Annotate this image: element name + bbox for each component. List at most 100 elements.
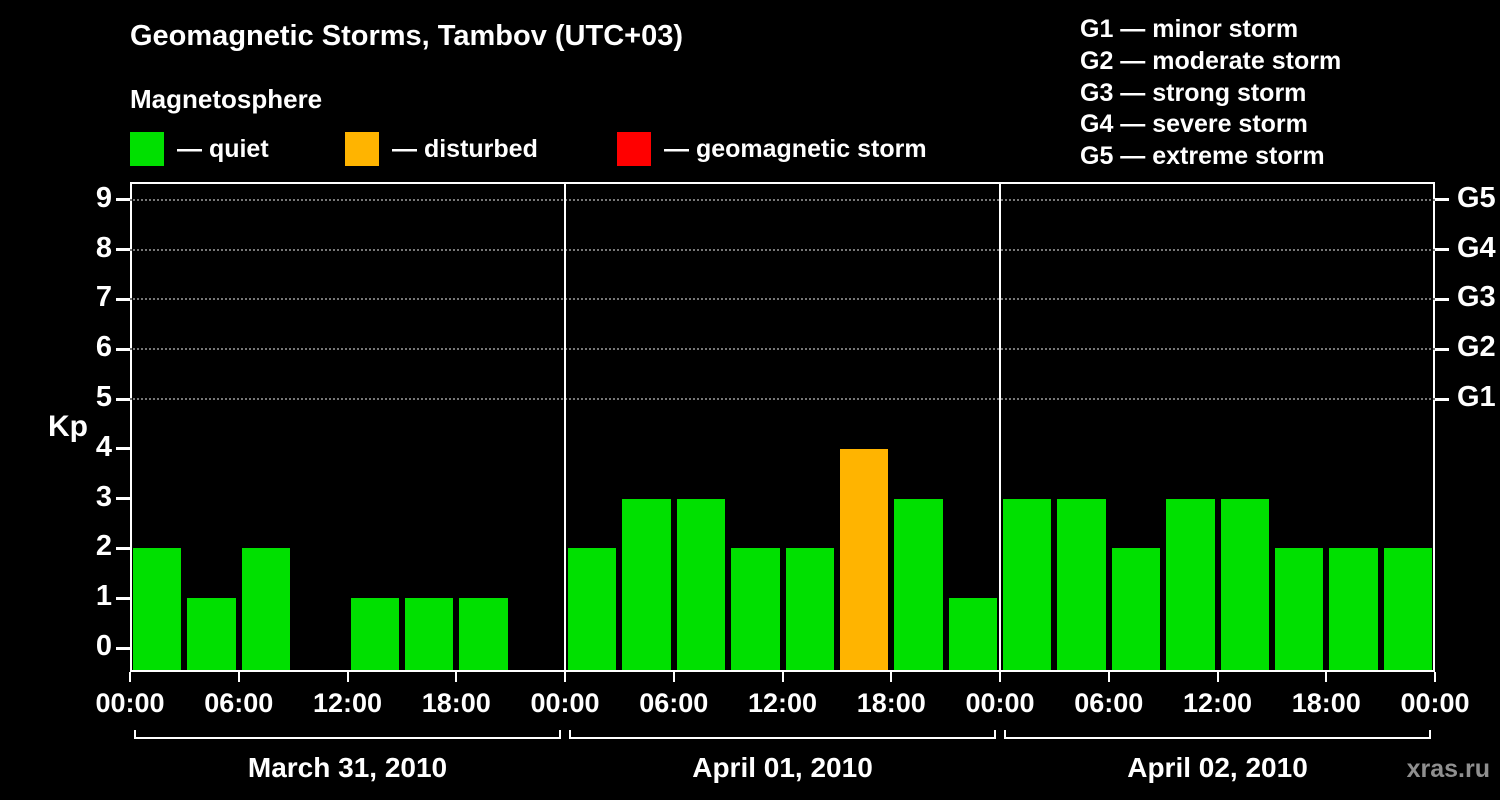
date-label: April 01, 2010 (692, 752, 873, 783)
g-scale-label: G5 (1457, 181, 1496, 214)
g-scale-label: G3 (1457, 281, 1496, 314)
x-axis-tick (890, 672, 893, 682)
gridline (130, 398, 1435, 400)
time-label: 00:00 (530, 688, 600, 718)
x-axis-tick (1325, 672, 1328, 682)
g-axis-tick (1435, 347, 1449, 351)
time-label: 06:00 (204, 688, 274, 718)
g-axis-tick (1435, 248, 1449, 252)
time-label: 06:00 (639, 688, 709, 718)
quiet-color-swatch (130, 132, 164, 166)
y-axis-tick (116, 397, 130, 401)
storm-scale-g4: G4 — severe storm (1080, 110, 1308, 139)
disturbed-color-swatch (345, 132, 379, 166)
gridline (130, 198, 1435, 201)
y-axis-label: 2 (95, 530, 112, 563)
kp-bar (1274, 548, 1324, 670)
kp-bar (1329, 548, 1378, 670)
kp-bar (1003, 498, 1052, 670)
magnetosphere-label: Magnetosphere (130, 84, 323, 114)
y-axis-label: 4 (95, 430, 112, 463)
y-axis-tick (116, 297, 130, 301)
y-axis-tick (116, 347, 130, 351)
date-label: April 02, 2010 (1127, 752, 1308, 783)
legend-label-quiet: — quiet (177, 134, 269, 163)
time-label: 12:00 (1182, 688, 1253, 718)
kp-bar (622, 498, 671, 670)
x-axis-tick (455, 672, 458, 682)
time-label: 18:00 (1291, 688, 1361, 718)
kp-bar (1220, 498, 1269, 670)
x-axis-tick (781, 672, 784, 682)
kp-bar (459, 598, 508, 670)
x-axis-tick (1216, 672, 1219, 682)
g-scale-label: G4 (1457, 231, 1496, 264)
x-axis-tick (564, 672, 566, 682)
legend-label-storm: — geomagnetic storm (664, 134, 927, 163)
y-axis-label: 8 (95, 231, 112, 264)
y-axis-label: 3 (95, 480, 112, 513)
y-axis-tick (116, 497, 130, 501)
kp-bar (1057, 498, 1106, 670)
storm-scale-g5: G5 — extreme storm (1080, 142, 1325, 171)
storm-scale-g1: G1 — minor storm (1080, 15, 1299, 43)
x-axis-tick (237, 672, 240, 682)
legend-item-storm: — geomagnetic storm (617, 132, 927, 166)
day-bracket (134, 730, 561, 739)
y-axis-tick (116, 198, 130, 202)
kp-bar (676, 498, 726, 670)
g-scale-label: G1 (1457, 381, 1496, 413)
time-label: 00:00 (95, 688, 165, 718)
day-bracket (1004, 730, 1431, 739)
time-label: 12:00 (747, 688, 818, 718)
g-axis-tick (1435, 198, 1449, 202)
kp-bar (350, 598, 399, 670)
time-label: 12:00 (312, 688, 383, 718)
x-axis-tick (1107, 672, 1110, 682)
legend-item-quiet: — quiet (130, 132, 269, 166)
kp-bar (839, 448, 889, 670)
y-axis-tick (116, 546, 130, 550)
kp-bar (187, 598, 236, 670)
storm-scale-g2: G2 — moderate storm (1080, 46, 1342, 75)
y-axis-label: 9 (95, 181, 112, 214)
gridline (130, 348, 1435, 351)
kp-axis-label: Kp (48, 410, 88, 443)
time-label: 06:00 (1074, 688, 1144, 718)
day-separator (564, 182, 566, 672)
kp-bar (241, 548, 291, 670)
kp-bar (1111, 548, 1161, 670)
y-axis-tick (116, 248, 130, 252)
x-axis-tick (1434, 672, 1436, 682)
gridline (130, 298, 1435, 301)
kp-bar (731, 548, 780, 670)
kp-bar (785, 548, 834, 670)
storm-scale-legend: G1 — minor storm G2 — moderate storm G3 … (1080, 14, 1341, 173)
chart-title: Geomagnetic Storms, Tambov (UTC+03) (130, 20, 683, 52)
g-scale-label: G2 (1457, 331, 1496, 364)
kp-bar (894, 498, 943, 670)
time-label: 00:00 (965, 688, 1035, 718)
legend-label-disturbed: — disturbed (392, 134, 538, 163)
y-axis-tick (116, 447, 130, 451)
watermark: xras.ru (1406, 755, 1490, 783)
legend-item-disturbed: — disturbed (345, 132, 538, 166)
y-axis-label: 1 (95, 580, 112, 613)
x-axis-tick (999, 672, 1001, 682)
x-axis-tick (346, 672, 349, 682)
kp-bar (1383, 548, 1432, 670)
kp-bar (404, 598, 454, 670)
day-separator (999, 182, 1001, 672)
kp-bar (133, 548, 182, 670)
storm-color-swatch (617, 132, 651, 166)
time-label: 00:00 (1400, 688, 1470, 718)
kp-bar (948, 598, 997, 670)
plot-area (130, 182, 1435, 672)
y-axis-label: 6 (95, 331, 112, 364)
y-axis-tick (116, 646, 130, 650)
time-label: 18:00 (421, 688, 491, 718)
g-axis-tick (1435, 397, 1449, 401)
x-axis-tick (672, 672, 675, 682)
kp-bar (568, 548, 617, 670)
